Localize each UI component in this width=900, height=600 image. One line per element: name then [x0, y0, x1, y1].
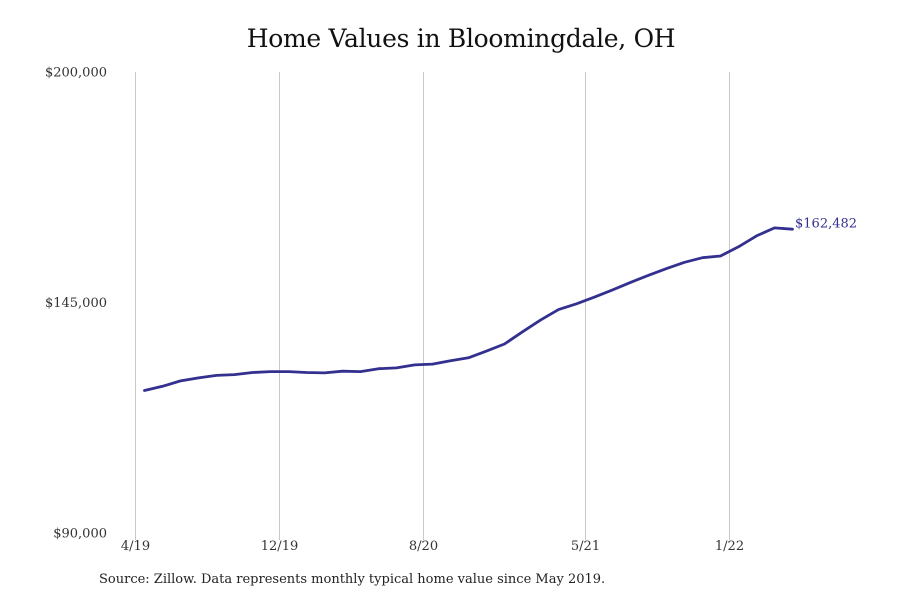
data-point — [161, 385, 163, 387]
data-point — [665, 267, 667, 269]
x-axis-ticks: 4/19 12/19 8/20 5/21 1/22 — [121, 539, 744, 554]
data-point — [629, 281, 631, 283]
data-point — [413, 364, 415, 366]
data-point — [719, 255, 721, 257]
data-point — [773, 227, 775, 229]
x-tick-label: 5/21 — [571, 539, 600, 554]
chart-source-note: Source: Zillow. Data represents monthly … — [99, 572, 606, 587]
y-tick-label: $200,000 — [45, 66, 107, 81]
data-point — [287, 370, 289, 372]
data-point — [791, 228, 793, 230]
series-layer: $162,482 — [143, 217, 857, 392]
x-tick-label: 1/22 — [715, 539, 744, 554]
data-point — [737, 246, 739, 248]
data-point — [701, 257, 703, 259]
data-point — [539, 319, 541, 321]
x-tick-label: 4/19 — [121, 539, 150, 554]
data-point — [179, 380, 181, 382]
x-tick-label: 12/19 — [261, 539, 298, 554]
data-point — [467, 357, 469, 359]
series-line — [143, 226, 794, 392]
y-axis-ticks: $90,000 $145,000 $200,000 — [45, 66, 107, 542]
data-point — [611, 289, 613, 291]
y-tick-label: $90,000 — [53, 527, 107, 542]
data-point — [521, 331, 523, 333]
data-point — [755, 235, 757, 237]
data-point — [377, 368, 379, 370]
data-point — [647, 274, 649, 276]
data-point — [305, 371, 307, 373]
data-point — [359, 370, 361, 372]
data-point — [575, 303, 577, 305]
x-tick-label: 8/20 — [409, 539, 438, 554]
data-point — [431, 363, 433, 365]
data-point — [395, 367, 397, 369]
end-value-label: $162,482 — [795, 217, 857, 232]
data-point — [683, 261, 685, 263]
data-point — [341, 370, 343, 372]
data-point — [233, 373, 235, 375]
data-point — [449, 360, 451, 362]
data-point — [503, 343, 505, 345]
data-point — [323, 372, 325, 374]
y-tick-label: $145,000 — [45, 296, 107, 311]
data-point — [269, 370, 271, 372]
data-point — [197, 377, 199, 379]
data-point — [557, 308, 559, 310]
data-point — [251, 371, 253, 373]
gridlines — [135, 72, 730, 540]
data-point — [143, 389, 145, 391]
chart-title: Home Values in Bloomingdale, OH — [246, 24, 676, 53]
data-point — [215, 374, 217, 376]
data-point — [485, 350, 487, 352]
data-point — [593, 296, 595, 298]
